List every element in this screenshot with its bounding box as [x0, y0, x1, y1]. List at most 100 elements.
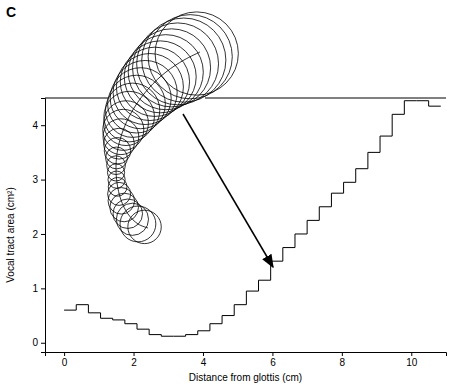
x-tick-label: 2 [131, 357, 137, 368]
y-tick: 3 [32, 174, 45, 185]
step-segment [137, 329, 149, 330]
y-axis-line [41, 99, 46, 353]
x-tick-label: 0 [62, 357, 68, 368]
step-riser [428, 101, 429, 106]
y-tick: 2 [32, 229, 45, 240]
x-tick-mark [411, 352, 412, 356]
tract-section [148, 15, 232, 99]
x-axis-line [46, 353, 447, 357]
x-tick: 4 [201, 352, 207, 368]
y-axis-title: Vocal tract area (cm²) [5, 187, 16, 283]
step-segment [88, 312, 100, 313]
x-tick-mark [272, 352, 273, 356]
step-riser [246, 291, 247, 305]
step-riser [100, 313, 101, 318]
step-riser [380, 136, 381, 152]
tract-section [108, 171, 125, 188]
tract-section [106, 83, 160, 137]
tract-diagram [103, 12, 239, 244]
step-riser [137, 324, 138, 329]
step-riser [222, 316, 223, 324]
step-riser [367, 152, 368, 168]
y-tick-label: 1 [32, 283, 38, 294]
y-tick-mark [41, 288, 45, 289]
step-segment [76, 304, 88, 305]
step-segment [392, 114, 404, 115]
y-tick: 4 [32, 120, 45, 131]
step-segment [173, 336, 185, 337]
plot-area [64, 101, 441, 337]
step-segment [429, 106, 441, 107]
step-segment [259, 280, 271, 281]
step-segment [344, 182, 356, 183]
step-segment [404, 100, 416, 101]
tract-section [142, 18, 226, 102]
plot-frame [205, 98, 446, 99]
step-segment [380, 136, 392, 137]
step-riser [124, 320, 125, 324]
x-tick: 8 [340, 352, 346, 368]
step-riser [307, 220, 308, 234]
x-tick-label: 8 [340, 357, 346, 368]
y-tick-mark [41, 125, 45, 126]
x-tick: 0 [62, 352, 68, 368]
x-axis: 0 2 4 6 8 10 [46, 352, 447, 368]
step-segment [198, 330, 210, 331]
step-segment [161, 336, 173, 337]
x-axis-title: Distance from glottis (cm) [189, 372, 302, 383]
y-axis: 0 1 2 3 4 [32, 99, 45, 353]
step-segment [222, 315, 234, 316]
step-segment [246, 291, 258, 292]
step-riser [209, 324, 210, 331]
plot-frame [45, 98, 108, 99]
step-riser [331, 193, 332, 207]
step-riser [355, 169, 356, 183]
y-tick-mark [41, 180, 45, 181]
x-tick-label: 10 [406, 357, 418, 368]
step-segment [307, 220, 319, 221]
y-tick-mark [41, 343, 45, 344]
step-riser [294, 234, 295, 248]
y-tick-label: 0 [32, 337, 38, 348]
x-tick-mark [64, 352, 65, 356]
step-segment [101, 318, 113, 319]
step-riser [319, 207, 320, 221]
step-segment [234, 304, 246, 305]
step-segment [113, 319, 125, 320]
step-segment [356, 168, 368, 169]
y-tick-mark [41, 234, 45, 235]
step-segment [368, 152, 380, 153]
step-riser [392, 114, 393, 136]
step-riser [88, 305, 89, 313]
step-segment [416, 100, 428, 101]
tract-section [128, 210, 161, 243]
step-riser [258, 280, 259, 291]
y-tick-label: 4 [32, 120, 38, 131]
chart: 0 2 4 6 8 10 0 1 2 3 4 Distance from glottis (cm) Vo… [0, 0, 452, 387]
x-tick-mark [134, 352, 135, 356]
step-segment [271, 261, 283, 262]
step-riser [234, 305, 235, 316]
step-segment [283, 247, 295, 248]
y-tick: 0 [32, 337, 45, 348]
step-riser [149, 329, 150, 334]
x-tick: 6 [270, 352, 276, 368]
step-segment [331, 193, 343, 194]
step-riser [404, 101, 405, 115]
step-segment [295, 233, 307, 234]
panel-label: C [6, 4, 16, 20]
step-riser [343, 182, 344, 193]
step-segment [210, 323, 222, 324]
x-tick-mark [203, 352, 204, 356]
step-segment [125, 323, 137, 324]
step-riser [76, 305, 77, 310]
step-segment [64, 310, 76, 311]
step-riser [197, 331, 198, 335]
tract-section [155, 12, 238, 95]
step-segment [149, 334, 161, 335]
y-tick-label: 3 [32, 174, 38, 185]
tract-section [104, 91, 155, 142]
y-tick-label: 2 [32, 229, 38, 240]
x-tick-mark [342, 352, 343, 356]
step-riser [282, 248, 283, 262]
